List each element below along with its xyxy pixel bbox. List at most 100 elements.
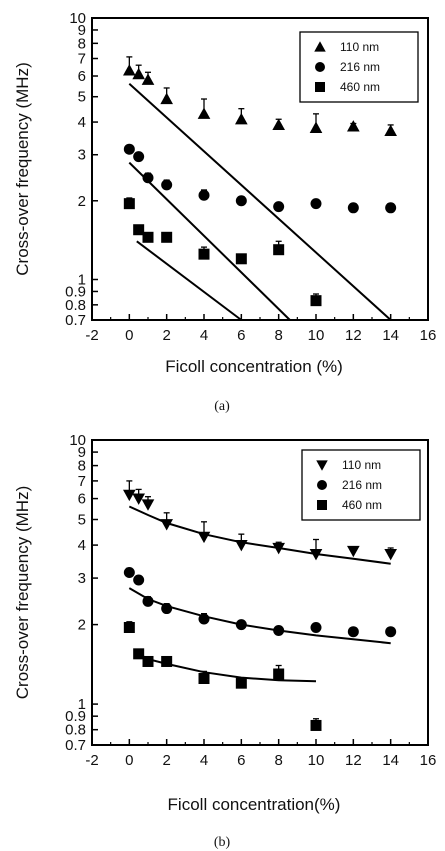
x-tick-label: 2 xyxy=(162,752,170,769)
data-point-1 xyxy=(235,195,247,207)
data-point-2 xyxy=(198,248,210,260)
y-tick-label: 10 xyxy=(69,10,86,27)
y-tick-label: 0.9 xyxy=(65,283,86,300)
data-point-1 xyxy=(161,603,173,615)
y-tick-label: 7 xyxy=(78,51,86,68)
legend-marker xyxy=(317,480,327,490)
data-point-0 xyxy=(347,120,360,132)
x-tick-label: 10 xyxy=(308,327,325,344)
y-tick-label: 0.7 xyxy=(65,737,86,754)
data-point-2 xyxy=(142,655,154,667)
data-point-1 xyxy=(133,574,145,586)
data-point-1 xyxy=(198,613,210,625)
data-point-0 xyxy=(197,531,211,544)
data-point-2 xyxy=(310,295,322,307)
x-axis-label: Ficoll concentration (%) xyxy=(165,357,343,376)
x-tick-label: 6 xyxy=(237,327,245,344)
data-point-0 xyxy=(141,499,155,511)
x-tick-label: 14 xyxy=(382,752,399,769)
y-axis-label: Cross-over frequency (MHz) xyxy=(13,62,32,276)
legend-label: 216 nm xyxy=(340,60,380,74)
data-point-2 xyxy=(198,672,210,684)
chart-panel-1: -2 0 2 4 6 8 10 12 14 160.70.80.912345678910Ficol… xyxy=(13,432,436,850)
y-tick-label: 10 xyxy=(69,432,86,449)
y-tick-label: 9 xyxy=(78,22,86,39)
data-point-0 xyxy=(141,73,155,85)
legend-marker xyxy=(315,82,325,92)
data-point-0 xyxy=(123,64,136,76)
y-tick-label: 1 xyxy=(78,696,86,713)
y-tick-label: 2 xyxy=(78,617,86,634)
data-point-0 xyxy=(384,124,397,136)
data-point-1 xyxy=(198,189,210,201)
y-tick-label: 3 xyxy=(78,570,86,587)
y-tick-label: 0.8 xyxy=(65,722,86,739)
data-point-0 xyxy=(197,107,211,119)
data-point-1 xyxy=(385,626,397,638)
data-point-1 xyxy=(123,566,135,578)
y-tick-label: 4 xyxy=(78,537,86,554)
data-point-1 xyxy=(310,198,322,210)
y-tick-label: 5 xyxy=(78,511,86,528)
data-point-0 xyxy=(384,548,397,561)
data-point-1 xyxy=(123,143,135,155)
fit-line-2 xyxy=(136,240,242,321)
x-tick-label: 0 xyxy=(125,327,133,344)
data-point-0 xyxy=(132,493,145,505)
legend-label: 460 nm xyxy=(342,498,382,512)
x-tick-label: 12 xyxy=(345,752,362,769)
legend-label: 216 nm xyxy=(342,478,382,492)
x-tick-label: 2 xyxy=(162,327,170,344)
data-point-0 xyxy=(309,121,323,133)
data-point-1 xyxy=(347,202,359,214)
fit-line-1 xyxy=(128,161,291,321)
y-tick-label: 2 xyxy=(78,193,86,210)
data-point-0 xyxy=(123,489,136,502)
figure-caption: (a) xyxy=(214,399,230,414)
figure-caption: (b) xyxy=(214,835,231,850)
x-tick-label: 4 xyxy=(200,327,208,344)
data-point-1 xyxy=(273,201,285,213)
legend-marker xyxy=(316,460,328,471)
data-point-2 xyxy=(123,621,135,633)
data-point-0 xyxy=(272,542,285,555)
legend-marker xyxy=(314,41,326,52)
x-tick-label: 16 xyxy=(420,327,437,344)
x-tick-label: 10 xyxy=(308,752,325,769)
data-point-2 xyxy=(161,231,173,243)
data-point-2 xyxy=(133,648,145,660)
data-point-2 xyxy=(273,668,285,680)
data-point-1 xyxy=(273,624,285,636)
y-tick-label: 0.8 xyxy=(65,297,86,314)
x-tick-label: 0 xyxy=(125,752,133,769)
x-tick-label: 8 xyxy=(274,327,282,344)
y-tick-label: 8 xyxy=(78,458,86,475)
data-point-2 xyxy=(310,719,322,731)
y-tick-label: 1 xyxy=(78,271,86,288)
data-point-1 xyxy=(133,151,145,163)
data-point-0 xyxy=(132,67,145,80)
data-point-1 xyxy=(142,595,154,607)
y-tick-label: 3 xyxy=(78,147,86,164)
x-tick-label: 12 xyxy=(345,327,362,344)
x-tick-label: 8 xyxy=(274,752,282,769)
y-tick-label: 6 xyxy=(78,491,86,508)
legend-label: 460 nm xyxy=(340,80,380,94)
legend-marker xyxy=(315,62,325,72)
y-axis-label: Cross-over frequency (MHz) xyxy=(13,486,32,700)
data-point-0 xyxy=(347,545,360,558)
data-point-2 xyxy=(142,231,154,243)
data-point-1 xyxy=(235,619,247,631)
data-point-1 xyxy=(347,626,359,638)
fit-line-0 xyxy=(128,83,392,321)
x-tick-label: -2 xyxy=(85,752,98,769)
data-point-2 xyxy=(161,655,173,667)
data-point-0 xyxy=(235,540,248,552)
legend-marker xyxy=(317,500,327,510)
data-point-1 xyxy=(142,172,154,184)
y-tick-label: 5 xyxy=(78,89,86,106)
legend-label: 110 nm xyxy=(342,458,381,472)
x-tick-label: -2 xyxy=(85,327,98,344)
legend-label: 110 nm xyxy=(340,40,379,54)
